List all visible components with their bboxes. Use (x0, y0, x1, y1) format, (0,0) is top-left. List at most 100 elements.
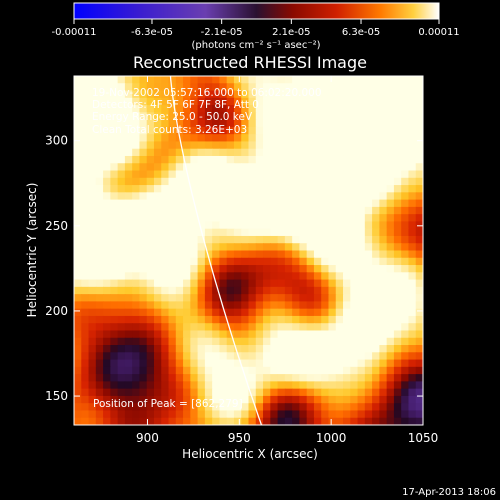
heatmap-cell (103, 323, 111, 332)
heatmap-cell (270, 97, 279, 106)
heatmap-cell (110, 177, 119, 186)
heatmap-cell (146, 97, 155, 106)
heatmap-cell (233, 395, 242, 404)
colorbar-tick-label: 6.3e-05 (342, 27, 380, 38)
heatmap-cell (132, 214, 141, 223)
heatmap-cell (292, 352, 300, 361)
heatmap-cell (343, 83, 351, 92)
heatmap-cell (95, 148, 104, 157)
heatmap-cell (343, 301, 351, 310)
heatmap-cell (277, 177, 286, 186)
heatmap-cell (292, 286, 300, 295)
heatmap-cell (139, 192, 148, 201)
heatmap-cell (255, 221, 264, 230)
heatmap-cell (408, 352, 417, 361)
heatmap-cell (350, 76, 359, 84)
heatmap-cell (313, 177, 322, 186)
heatmap-cell (306, 243, 315, 252)
heatmap-cell (299, 330, 308, 339)
heatmap-cell (146, 301, 155, 310)
heatmap-cell (386, 308, 395, 317)
heatmap-cell (161, 308, 170, 317)
heatmap-cell (335, 279, 344, 288)
heatmap-cell (379, 265, 388, 273)
heatmap-cell (124, 345, 133, 353)
heatmap-cell (328, 76, 337, 84)
heatmap-cell (197, 177, 206, 186)
heatmap-cell (248, 214, 257, 223)
heatmap-cell (263, 221, 271, 230)
heatmap-cell (321, 163, 330, 172)
heatmap-cell (277, 155, 286, 164)
heatmap-cell (241, 76, 250, 84)
heatmap-cell (321, 323, 330, 332)
heatmap-cell (74, 105, 82, 113)
heatmap-cell (161, 155, 170, 164)
heatmap-cell (393, 272, 402, 281)
heatmap-cell (401, 134, 410, 143)
heatmap-cell (270, 403, 279, 412)
heatmap-cell (183, 228, 191, 237)
heatmap-cell (357, 221, 366, 230)
heatmap-cell (321, 272, 330, 281)
heatmap-cell (95, 112, 104, 121)
colorbar-tick-label: 0.00011 (418, 27, 459, 38)
heatmap-cell (277, 235, 286, 244)
heatmap-cell (103, 374, 111, 382)
heatmap-cell (306, 345, 315, 353)
heatmap-cell (357, 228, 366, 237)
heatmap-cell (343, 294, 351, 302)
heatmap-cell (357, 417, 366, 425)
heatmap-cell (321, 381, 330, 390)
heatmap-cell (146, 315, 155, 324)
heatmap-cell (372, 388, 380, 397)
heatmap-cell (161, 235, 170, 244)
heatmap-cell (277, 221, 286, 230)
heatmap-cell (219, 417, 228, 425)
heatmap-cell (379, 403, 388, 412)
heatmap-cell (321, 97, 330, 106)
heatmap-cell (139, 330, 148, 339)
heatmap-cell (110, 352, 119, 361)
heatmap-cell (117, 90, 126, 99)
heatmap-cell (299, 279, 308, 288)
heatmap-cell (306, 250, 315, 259)
heatmap-cell (241, 352, 250, 361)
heatmap-cell (401, 359, 410, 368)
heatmap-cell (364, 228, 373, 237)
heatmap-cell (103, 112, 111, 121)
heatmap-cell (284, 265, 293, 273)
heatmap-cell (204, 395, 213, 404)
heatmap-cell (386, 272, 395, 281)
heatmap-cell (408, 76, 417, 84)
heatmap-cell (95, 330, 104, 339)
heatmap-cell (110, 126, 119, 135)
heatmap-cell (335, 294, 344, 302)
heatmap-cell (408, 381, 417, 390)
heatmap-cell (277, 352, 286, 361)
heatmap-cell (103, 286, 111, 295)
heatmap-cell (321, 388, 330, 397)
heatmap-cell (379, 192, 388, 201)
heatmap-cell (219, 148, 228, 157)
heatmap-cell (313, 359, 322, 368)
heatmap-cell (270, 345, 279, 353)
heatmap-cell (117, 112, 126, 121)
heatmap-cell (168, 315, 177, 324)
heatmap-cell (233, 177, 242, 186)
heatmap-cell (248, 286, 257, 295)
heatmap-cell (386, 381, 395, 390)
heatmap-cell (328, 192, 337, 201)
heatmap-cell (74, 90, 82, 99)
heatmap-cell (306, 185, 315, 193)
heatmap-cell (328, 265, 337, 273)
heatmap-cell (393, 83, 402, 92)
heatmap-cell (299, 214, 308, 223)
heatmap-cell (393, 265, 402, 273)
heatmap-cell (335, 83, 344, 92)
heatmap-cell (88, 235, 97, 244)
heatmap-cell (306, 83, 315, 92)
heatmap-cell (219, 315, 228, 324)
heatmap-cell (284, 388, 293, 397)
heatmap-cell (263, 243, 271, 252)
